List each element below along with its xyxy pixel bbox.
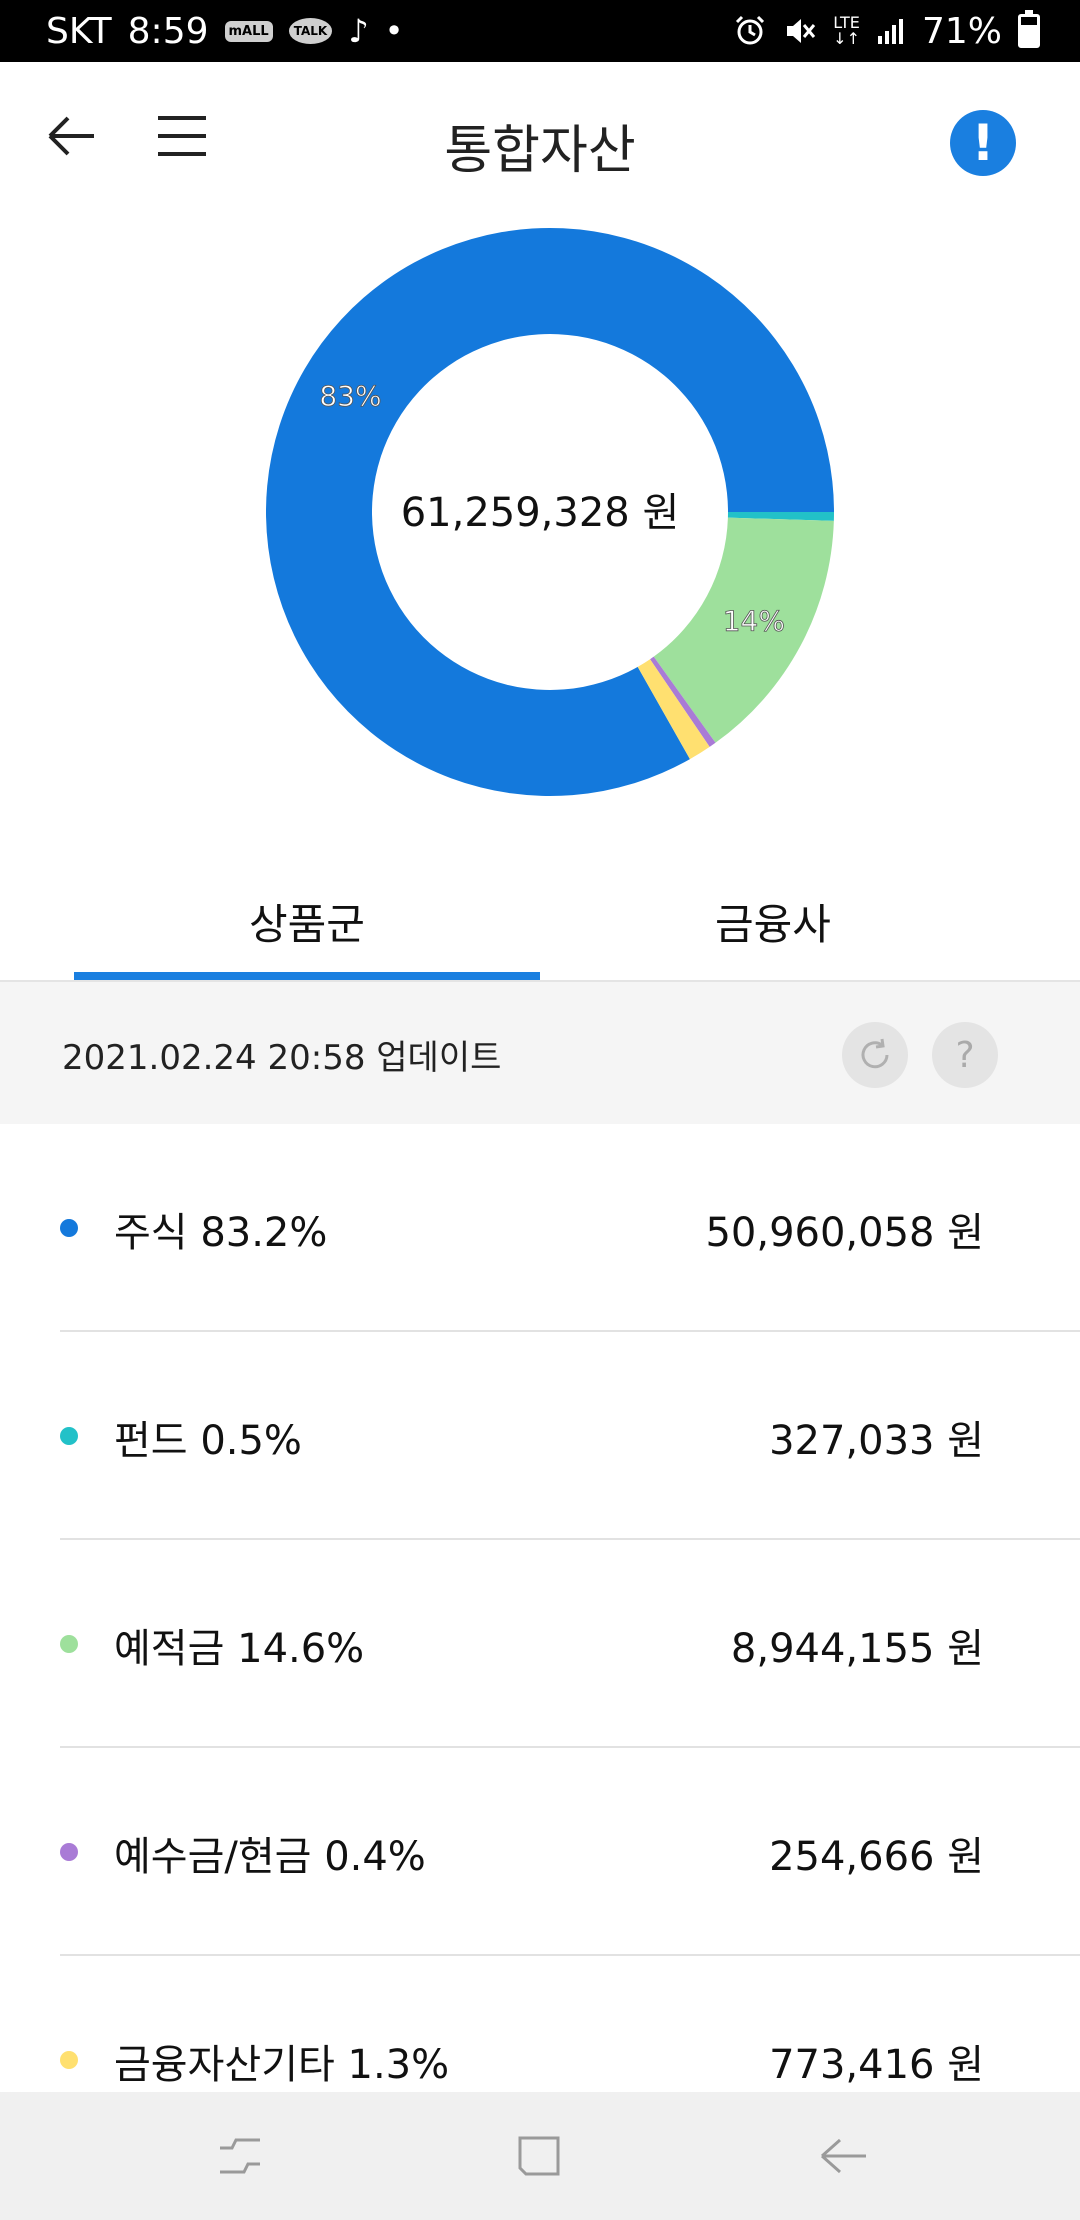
- legend-dot-icon: [60, 1219, 78, 1237]
- lte-indicator: LTE ↓↑: [833, 13, 860, 48]
- legend-dot-icon: [60, 1635, 78, 1653]
- donut-slice-3: [650, 656, 716, 747]
- back-arrow-icon[interactable]: [40, 104, 104, 168]
- data-arrows-icon: ↓↑: [833, 29, 860, 48]
- tab-products[interactable]: 상품군: [249, 900, 365, 949]
- hamburger-menu-icon[interactable]: [150, 104, 214, 168]
- status-right: LTE ↓↑ 71%: [733, 10, 1040, 52]
- asset-row-funds[interactable]: 펀드 0.5% 327,033 원: [60, 1332, 1080, 1540]
- legend-dot-icon: [60, 2051, 78, 2069]
- more-notifications-dot-icon: •: [384, 12, 404, 50]
- status-bar: SKT 8:59 mALL TALK ♪ • LTE ↓↑ 71%: [0, 0, 1080, 62]
- donut-data-label-2: 14%: [723, 605, 785, 638]
- last-updated-text: 2021.02.24 20:58 업데이트: [62, 1038, 502, 1078]
- donut-slice-2: [653, 517, 834, 743]
- asset-amount: 50,960,058 원: [705, 1210, 984, 1256]
- exclamation-icon: !: [971, 114, 995, 172]
- asset-row-stocks[interactable]: 주식 83.2% 50,960,058 원: [60, 1124, 1080, 1332]
- refresh-button[interactable]: [842, 1022, 908, 1088]
- tab-institutions[interactable]: 금융사: [715, 900, 831, 949]
- mute-icon: [787, 19, 816, 43]
- legend-dot-icon: [60, 1427, 78, 1445]
- signal-strength-icon: [877, 19, 903, 44]
- refresh-icon: [861, 1038, 889, 1069]
- asset-amount: 254,666 원: [769, 1834, 984, 1880]
- asset-amount: 327,033 원: [769, 1418, 984, 1464]
- mall-app-icon: mALL: [224, 20, 273, 42]
- clock: 8:59: [127, 10, 209, 52]
- asset-donut-chart: 83% 14% 61,259,328 원: [0, 222, 1080, 842]
- asset-amount: 773,416 원: [769, 2042, 984, 2088]
- active-tab-indicator: [74, 972, 540, 980]
- question-icon: ?: [955, 1034, 975, 1076]
- alarm-icon: [736, 15, 765, 45]
- donut-data-label-0: 83%: [319, 380, 381, 413]
- battery-level-fill: [1021, 25, 1037, 45]
- battery-icon: [1018, 10, 1040, 48]
- asset-row-cash[interactable]: 예수금/현금 0.4% 254,666 원: [60, 1748, 1080, 1956]
- carrier-label: SKT: [46, 10, 112, 52]
- asset-label: 예수금/현금 0.4%: [114, 1834, 426, 1880]
- home-icon[interactable]: [510, 2126, 570, 2186]
- donut-slice-1: [727, 512, 834, 521]
- category-tabs: 상품군 금융사: [0, 880, 1080, 982]
- legend-dot-icon: [60, 1843, 78, 1861]
- page-title: 통합자산: [444, 121, 636, 181]
- nav-back-icon[interactable]: [814, 2126, 874, 2186]
- help-button[interactable]: ?: [932, 1022, 998, 1088]
- system-nav-bar: [0, 2092, 1080, 2220]
- asset-row-deposits[interactable]: 예적금 14.6% 8,944,155 원: [60, 1540, 1080, 1748]
- donut-slice-0: [266, 228, 834, 797]
- asset-label: 펀드 0.5%: [114, 1418, 302, 1464]
- talk-app-icon: TALK: [288, 18, 333, 44]
- update-bar: 2021.02.24 20:58 업데이트 ?: [0, 982, 1080, 1124]
- total-assets-amount: 61,259,328 원: [400, 490, 680, 536]
- asset-label: 예적금 14.6%: [114, 1626, 365, 1672]
- status-left: SKT 8:59 mALL TALK ♪ •: [46, 11, 403, 52]
- asset-list: 주식 83.2% 50,960,058 원 펀드 0.5% 327,033 원 …: [0, 1124, 1080, 2164]
- battery-percent: 71%: [921, 10, 1002, 52]
- donut-chart-svg: 83% 14%: [266, 228, 834, 797]
- asset-label: 주식 83.2%: [114, 1210, 328, 1256]
- recent-apps-icon[interactable]: [210, 2126, 270, 2186]
- asset-amount: 8,944,155 원: [730, 1626, 984, 1672]
- asset-label: 금융자산기타 1.3%: [114, 2042, 450, 2088]
- info-button[interactable]: !: [950, 110, 1016, 176]
- tabs-divider: [0, 980, 1080, 982]
- donut-slice-4: [637, 659, 710, 760]
- app-header: 통합자산 !: [0, 62, 1080, 222]
- music-note-icon: ♪: [348, 12, 369, 50]
